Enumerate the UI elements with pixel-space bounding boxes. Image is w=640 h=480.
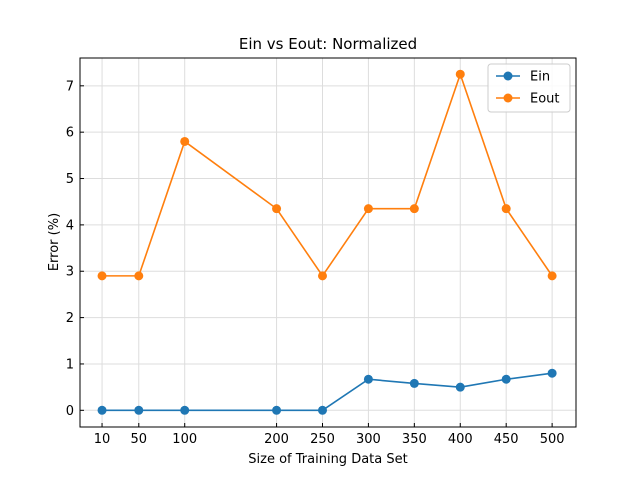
y-tick-label: 6 <box>66 126 74 141</box>
x-tick-label: 300 <box>356 432 381 447</box>
x-tick-label: 200 <box>264 432 289 447</box>
series-layer <box>97 69 557 415</box>
x-tick-label: 400 <box>448 432 473 447</box>
y-tick-label: 3 <box>66 265 74 280</box>
data-point-ein <box>363 374 373 384</box>
data-point-eout <box>409 204 419 214</box>
data-point-eout <box>501 204 511 214</box>
data-point-ein <box>180 405 190 415</box>
x-tick-label: 500 <box>540 432 565 447</box>
data-point-ein <box>455 382 465 392</box>
data-point-ein <box>97 405 107 415</box>
x-tick-label: 50 <box>131 432 148 447</box>
data-point-ein <box>272 405 282 415</box>
data-point-ein <box>409 378 419 388</box>
data-point-ein <box>134 405 144 415</box>
data-point-eout <box>363 204 373 214</box>
legend-marker-ein <box>503 71 513 81</box>
data-point-eout <box>547 271 557 281</box>
x-axis-label: Size of Training Data Set <box>248 452 407 467</box>
data-point-ein <box>317 405 327 415</box>
x-tick-label: 350 <box>402 432 427 447</box>
x-tick-label: 250 <box>310 432 335 447</box>
legend-marker-eout <box>503 93 513 103</box>
plot-frame <box>79 57 577 428</box>
data-point-eout <box>455 69 465 79</box>
legend: Ein Eout <box>487 63 571 113</box>
chart-title: Ein vs Eout: Normalized <box>239 35 417 53</box>
grid <box>80 58 576 427</box>
series-line-ein <box>102 372 553 412</box>
y-tick-label: 7 <box>66 79 74 94</box>
y-tick-label: 1 <box>66 357 74 372</box>
data-point-eout <box>97 271 107 281</box>
legend-label-eout: Eout <box>530 92 560 107</box>
data-point-ein <box>501 374 511 384</box>
data-point-eout <box>317 271 327 281</box>
data-point-eout <box>134 271 144 281</box>
y-tick-label: 5 <box>66 172 74 187</box>
y-tick-label: 0 <box>66 404 74 419</box>
data-point-eout <box>272 204 282 214</box>
y-tick-label: 4 <box>66 218 74 233</box>
legend-label-ein: Ein <box>530 70 550 85</box>
x-tick-label: 450 <box>494 432 519 447</box>
data-point-ein <box>547 368 557 378</box>
y-axis-label: Error (%) <box>47 213 62 271</box>
y-tick-label: 2 <box>66 311 74 326</box>
x-tick-label: 10 <box>94 432 111 447</box>
axis-ticks: 10 50 100 200 250 300 350 400 450 500 0 1 2 3 4 5 6 7 <box>66 79 565 447</box>
x-tick-label: 100 <box>172 432 197 447</box>
data-point-eout <box>180 136 190 146</box>
series-line-eout <box>102 71 553 278</box>
